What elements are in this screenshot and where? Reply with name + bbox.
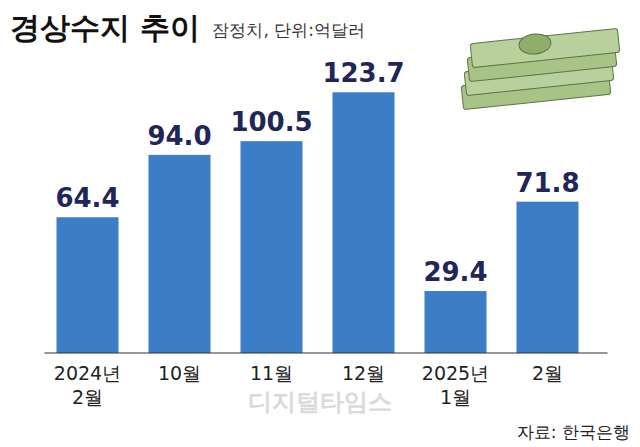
data-label: 71.8	[515, 168, 579, 198]
chart: 경상수지 추이 잠정치, 단위:억달러디지털타임스 64.4 94.0 100.5 123…	[0, 0, 640, 447]
x-tick-label-line: 2024년	[54, 362, 121, 384]
x-tick-label-line: 2025년	[422, 362, 489, 384]
bill-portrait	[518, 32, 552, 55]
x-tick-label-line: 12월	[342, 362, 385, 384]
data-label: 94.0	[147, 121, 211, 151]
source: 자료: 한국은행	[517, 422, 630, 442]
data-label: 123.7	[322, 58, 404, 88]
x-tick-label: 2024년2월	[54, 362, 121, 408]
bar	[333, 92, 395, 353]
x-tick-label: 2025년1월	[422, 362, 489, 408]
x-tick-label: 11월	[250, 362, 293, 384]
bar	[425, 291, 487, 353]
title: 경상수지 추이	[10, 10, 200, 45]
bars	[57, 92, 579, 353]
x-tick-label-line: 10월	[158, 362, 201, 384]
bill	[470, 28, 620, 67]
labels: 64.4 94.0 100.5 123.7 29.4 71.8	[55, 58, 579, 287]
x-tick-label: 2월	[532, 362, 563, 384]
bar	[57, 217, 119, 353]
data-label: 29.4	[423, 257, 487, 287]
baseline	[45, 352, 608, 353]
x-tick-label-line: 1월	[440, 386, 471, 408]
x-tick-label: 12월	[342, 362, 385, 384]
data-label: 100.5	[230, 107, 312, 137]
watermark: 디지털타임스	[248, 388, 392, 416]
subtitle: 잠정치, 단위:억달러	[212, 20, 365, 40]
x-tick-label-line: 11월	[250, 362, 293, 384]
data-label: 64.4	[55, 183, 119, 213]
x-tick-label-line: 2월	[532, 362, 563, 384]
bar	[241, 141, 303, 353]
bar	[149, 155, 211, 353]
x-tick-label-line: 2월	[72, 386, 103, 408]
money-icon	[461, 28, 620, 109]
x-tick-label: 10월	[158, 362, 201, 384]
bar	[517, 202, 579, 353]
